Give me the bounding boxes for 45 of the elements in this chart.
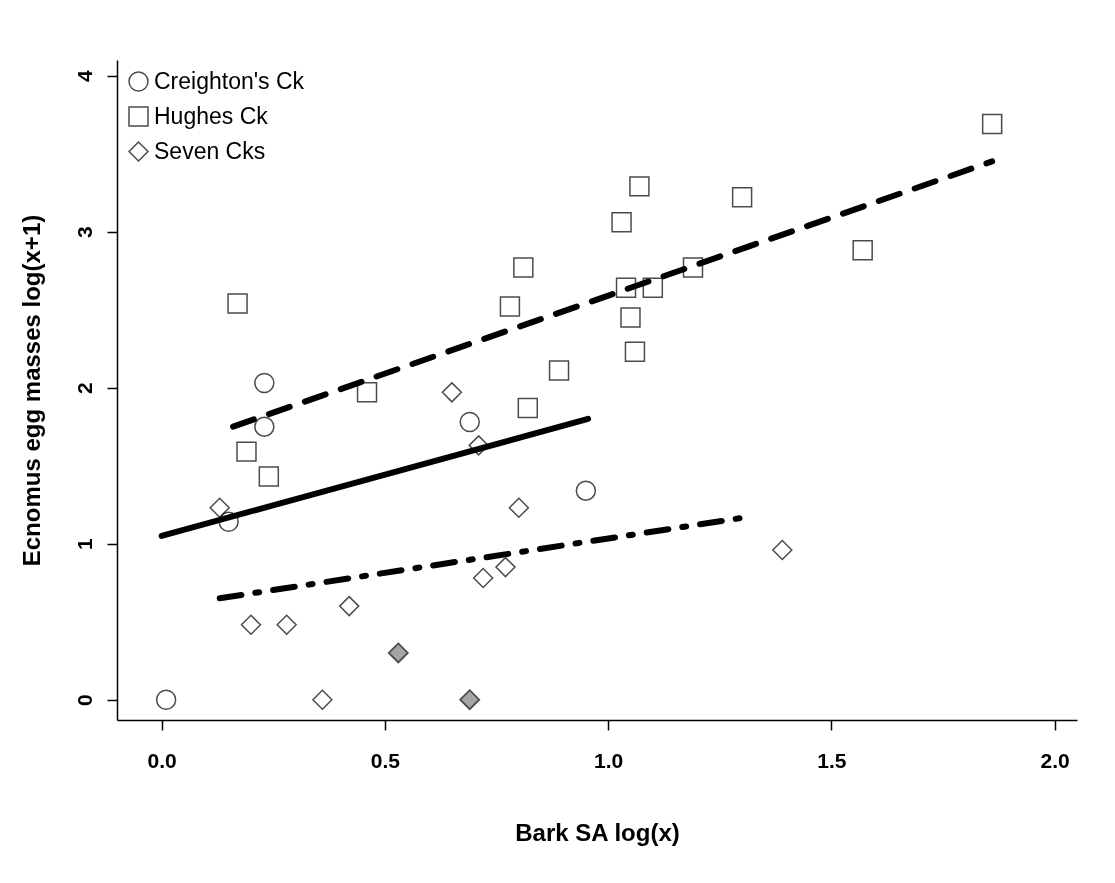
- point: [852, 240, 873, 261]
- point: [459, 689, 481, 711]
- point: [575, 480, 597, 501]
- point: [356, 382, 378, 403]
- x-tick-label: 0.5: [370, 748, 401, 772]
- legend-label: Creighton's Ck: [154, 67, 305, 94]
- point: [513, 257, 534, 278]
- point: [981, 113, 1003, 135]
- point: [276, 614, 297, 636]
- y-tick-label: 3: [72, 226, 96, 238]
- point: [254, 416, 275, 437]
- point: [499, 296, 521, 317]
- legend-label: Hughes Ck: [154, 102, 269, 129]
- y-tick-label: 1: [72, 538, 96, 551]
- point: [240, 614, 262, 636]
- x-tick-label: 0.0: [147, 748, 177, 772]
- point: [508, 497, 530, 519]
- x-axis-title: Bark SA log(x): [515, 818, 680, 846]
- x-tick-label: 1.0: [594, 748, 624, 772]
- point: [387, 642, 409, 664]
- point: [459, 411, 480, 433]
- point: [548, 360, 570, 381]
- point: [209, 497, 230, 519]
- point: [254, 372, 275, 394]
- point: [624, 341, 646, 363]
- point: [258, 466, 280, 487]
- x-tick-label: 2.0: [1040, 748, 1070, 772]
- point: [155, 689, 177, 710]
- x-tick-label: 1.5: [817, 748, 847, 772]
- point: [227, 293, 248, 314]
- y-tick-label: 0: [72, 694, 96, 707]
- point: [620, 307, 641, 328]
- point: [611, 212, 632, 233]
- point: [629, 176, 650, 197]
- point: [731, 187, 753, 208]
- y-tick-label: 4: [72, 69, 96, 82]
- y-axis-title: Ecnomus egg masses log(x+1): [17, 214, 45, 567]
- point: [472, 567, 494, 589]
- point: [517, 397, 539, 419]
- legend-label: Seven Cks: [154, 137, 266, 164]
- y-tick-label: 2: [72, 382, 96, 394]
- point: [236, 441, 257, 462]
- point: [441, 382, 463, 403]
- point: [338, 595, 360, 617]
- point: [312, 689, 333, 710]
